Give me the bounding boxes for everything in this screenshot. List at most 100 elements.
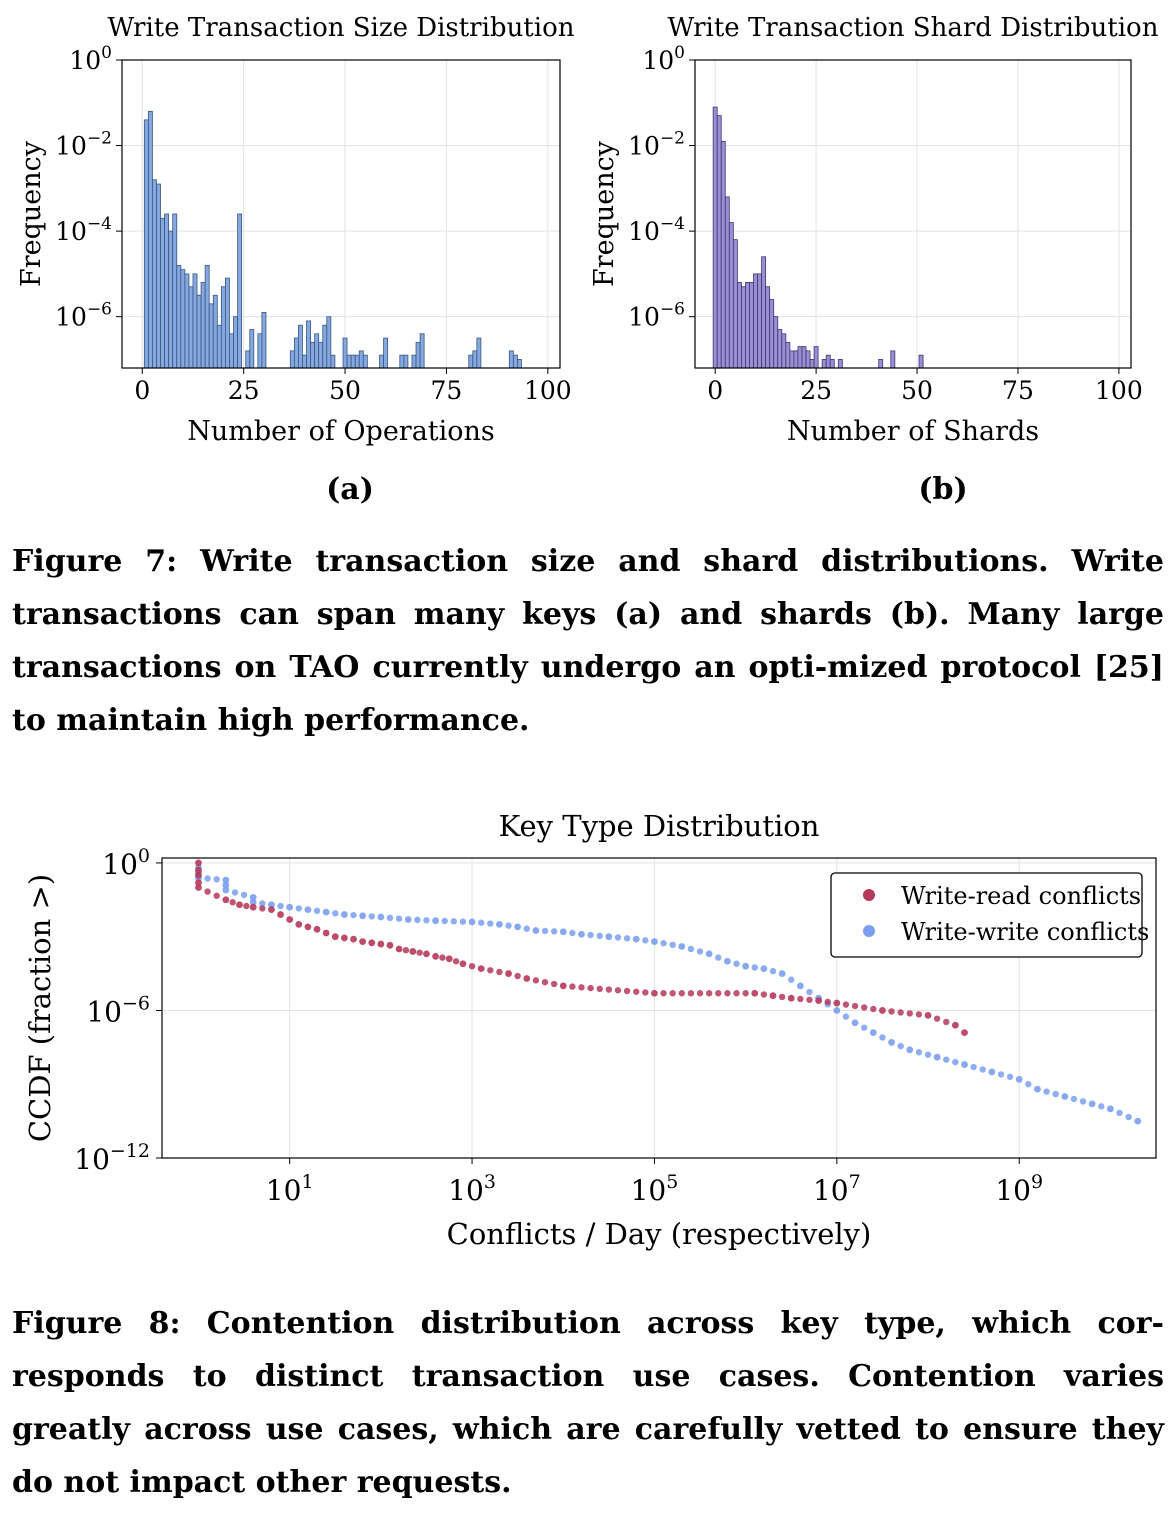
write-write-point: [642, 937, 649, 944]
write-write-point: [660, 940, 667, 947]
histogram-bar: [890, 350, 896, 369]
write-read-point: [468, 962, 476, 970]
write-write-point: [842, 1013, 850, 1020]
scatter-key-type: 101 103 105 107 109 100 10−6 10−12 Key Type Dist…: [23, 809, 1157, 1251]
panel-label-a: (a): [326, 472, 374, 507]
write-write-point: [222, 876, 230, 884]
histogram-bar: [200, 282, 206, 369]
histogram-bar: [777, 329, 783, 369]
write-write-point: [1116, 1109, 1123, 1117]
write-write-point: [678, 943, 686, 950]
x-tick-label: 50: [901, 376, 933, 405]
histogram-bar: [773, 316, 779, 369]
histogram-bar: [212, 294, 218, 369]
write-read-point: [906, 1010, 913, 1017]
histogram-bar: [342, 337, 348, 369]
write-write-point: [952, 1058, 959, 1066]
histogram-bar: [757, 273, 763, 369]
write-write-point: [614, 934, 622, 941]
histogram-bar: [314, 333, 320, 369]
write-write-point: [240, 891, 248, 899]
histogram-bar: [302, 354, 307, 369]
write-write-point: [924, 1051, 932, 1058]
histogram-bar: [216, 324, 222, 369]
panel-label-b: (b): [918, 472, 968, 507]
write-write-point: [715, 954, 722, 961]
x-tick-label: 100: [1095, 376, 1143, 405]
write-write-point: [897, 1042, 904, 1050]
histogram-bar: [472, 350, 478, 369]
write-write-point: [1061, 1093, 1069, 1100]
write-read-point: [550, 980, 558, 988]
histogram-bar: [476, 337, 482, 369]
y-tick-label: 10−6: [55, 300, 112, 332]
legend: Write-read conflicts Write-write conflict…: [830, 872, 1149, 958]
histogram-bar: [797, 346, 803, 369]
x-tick-label: 25: [228, 376, 260, 405]
histogram-bar: [322, 324, 328, 369]
write-write-point: [723, 957, 731, 965]
histogram-bar: [805, 350, 811, 369]
write-read-point: [331, 933, 339, 941]
x-tick-label: 75: [431, 376, 463, 405]
write-read-point: [304, 923, 312, 931]
histogram-bar: [176, 264, 182, 369]
histogram-bar: [245, 350, 251, 369]
write-write-point: [550, 928, 558, 935]
write-write-point: [441, 917, 448, 925]
write-read-point: [806, 996, 813, 1004]
y-tick-label: 10−4: [55, 214, 112, 246]
histogram-shards: 0 25 50 75 100 100 10−2 10−4 10−6 Write Transacti…: [589, 13, 1159, 447]
write-write-point: [961, 1061, 968, 1068]
x-tick-label: 0: [134, 376, 150, 405]
histogram-bar: [160, 217, 165, 369]
write-write-point: [970, 1063, 977, 1071]
histogram-bar: [172, 213, 178, 369]
x-tick-label: 105: [631, 1171, 679, 1207]
histogram-bar: [318, 341, 324, 369]
histogram-bar: [225, 277, 230, 369]
histogram-bar: [237, 213, 243, 369]
write-write-point: [532, 927, 540, 934]
write-read-point: [477, 965, 485, 973]
histogram-bar: [785, 341, 791, 369]
x-tick-label: 25: [800, 376, 832, 405]
write-read-point: [195, 871, 202, 879]
write-read-point: [943, 1018, 950, 1026]
plot-frame: [694, 59, 1132, 369]
x-tick-label: 0: [707, 376, 723, 405]
x-tick-label: 107: [813, 1171, 861, 1207]
histogram-bar: [724, 196, 730, 369]
figure-7-caption: Figure 7: Write transaction size and sha…: [12, 544, 1164, 738]
write-write-point: [222, 886, 230, 894]
write-read-point: [623, 987, 631, 995]
write-write-point: [505, 922, 512, 929]
write-read-point: [751, 989, 759, 997]
write-read-point: [860, 1004, 868, 1011]
write-read-point: [724, 990, 731, 997]
write-read-point: [340, 934, 348, 942]
write-read-point: [514, 972, 521, 980]
write-write-point: [915, 1049, 923, 1056]
write-write-point: [249, 898, 257, 906]
y-tick-label: 100: [102, 845, 150, 881]
write-read-point: [249, 903, 257, 911]
histogram-bar: [821, 359, 827, 369]
write-read-point: [222, 896, 230, 904]
histogram-bar: [156, 183, 161, 369]
chart-title: Key Type Distribution: [499, 809, 820, 843]
write-read-point: [295, 920, 303, 928]
write-write-point: [268, 901, 275, 909]
write-write-point: [860, 1024, 868, 1031]
write-write-point: [869, 1029, 877, 1036]
histogram-bar: [809, 359, 815, 369]
write-read-point: [897, 1009, 904, 1016]
write-read-point: [236, 901, 243, 909]
write-read-point: [687, 990, 695, 997]
write-write-point: [696, 948, 704, 955]
write-read-point: [705, 990, 713, 997]
write-write-point: [1043, 1088, 1050, 1095]
write-write-point: [751, 964, 758, 971]
write-write-point: [1025, 1081, 1032, 1088]
write-read-point: [842, 1001, 850, 1008]
